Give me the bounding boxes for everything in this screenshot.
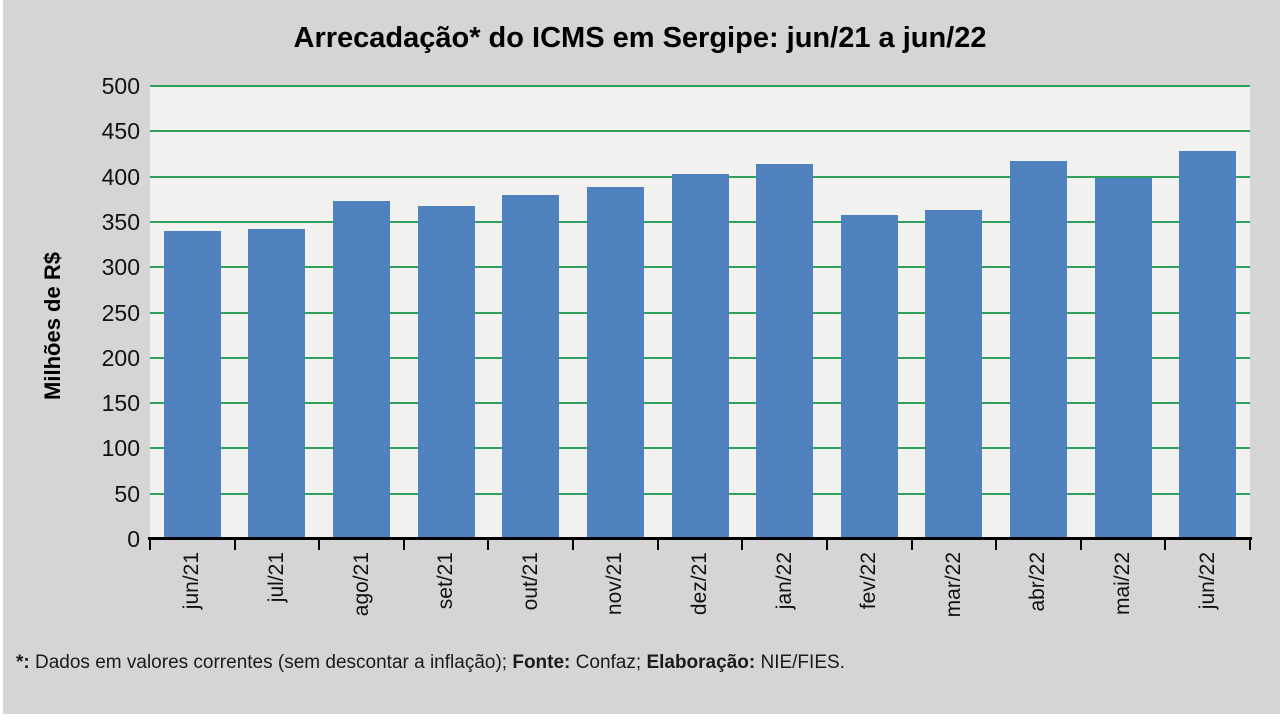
bar-ago/21 xyxy=(333,201,391,539)
y-tick-label: 100 xyxy=(101,435,140,462)
bar-fev/22 xyxy=(840,214,898,539)
x-axis-tick xyxy=(1164,537,1167,550)
bar-mai/22 xyxy=(1094,177,1152,539)
x-tick-label: abr/22 xyxy=(1026,552,1050,612)
bar-jan/22 xyxy=(756,163,814,539)
x-tick-label: set/21 xyxy=(434,552,458,610)
x-axis-tick xyxy=(995,537,998,550)
bar-dez/21 xyxy=(671,173,729,539)
bar-jul/21 xyxy=(248,229,306,539)
bar-mar/22 xyxy=(925,210,983,539)
x-tick-label: dez/21 xyxy=(688,552,711,616)
chart-title: Arrecadação* do ICMS em Sergipe: jun/21 … xyxy=(293,22,987,54)
y-tick-label: 350 xyxy=(101,208,140,235)
bar-set/21 xyxy=(417,205,475,539)
footnote-source-label: Fonte: xyxy=(512,652,571,673)
bar-nov/21 xyxy=(586,187,644,539)
x-tick-label: nov/21 xyxy=(603,552,627,616)
footnote-asterisk-label: *: xyxy=(16,652,30,673)
y-tick-label: 450 xyxy=(101,118,140,145)
x-axis-tick xyxy=(741,537,744,550)
footnote-text: Dados em valores correntes (sem desconta… xyxy=(29,652,513,673)
x-axis-line xyxy=(148,537,1252,540)
y-tick-label: 200 xyxy=(101,344,140,371)
y-tick-label: 400 xyxy=(101,163,140,190)
x-axis-tick xyxy=(825,537,828,550)
bar-jun/22 xyxy=(1179,151,1237,539)
bar-out/21 xyxy=(502,194,560,539)
y-tick-label: 0 xyxy=(127,526,140,552)
bar-abr/22 xyxy=(1009,161,1067,539)
x-tick-label: jun/22 xyxy=(1195,552,1219,610)
y-tick-label: 50 xyxy=(114,480,140,507)
y-tick-label: 150 xyxy=(101,390,140,417)
y-tick-label: 250 xyxy=(101,299,140,326)
x-axis-tick xyxy=(572,537,575,550)
y-tick-label: 300 xyxy=(101,254,140,281)
x-tick-label: ago/21 xyxy=(349,552,373,617)
x-tick-label: out/21 xyxy=(518,552,542,611)
gridline xyxy=(150,85,1250,87)
x-axis-tick xyxy=(910,537,913,550)
footnote-elaboration-label: Elaboração: xyxy=(646,652,756,673)
x-tick-label: fev/22 xyxy=(857,552,881,610)
x-tick-label: jul/21 xyxy=(264,552,288,603)
x-axis-tick xyxy=(233,537,236,550)
x-tick-label: mai/22 xyxy=(1111,552,1135,616)
x-axis-tick xyxy=(487,537,490,550)
x-axis-tick xyxy=(1079,537,1082,550)
x-axis-tick xyxy=(656,537,659,550)
x-axis-tick xyxy=(318,537,321,550)
x-axis-tick xyxy=(402,537,405,550)
x-tick-label: jan/22 xyxy=(772,552,796,610)
footnote: *: Dados em valores correntes (sem desco… xyxy=(16,652,1216,674)
footnote-elaboration-value: NIE/FIES. xyxy=(755,652,845,673)
x-axis-tick xyxy=(1249,537,1251,550)
footnote-source-value: Confaz; xyxy=(570,652,647,673)
gridline xyxy=(150,130,1250,133)
bar-jun/21 xyxy=(163,230,221,539)
x-tick-label: mar/22 xyxy=(941,552,965,618)
x-axis-tick xyxy=(149,537,151,550)
x-tick-label: jun/21 xyxy=(180,552,204,610)
y-tick-label: 500 xyxy=(101,73,140,99)
